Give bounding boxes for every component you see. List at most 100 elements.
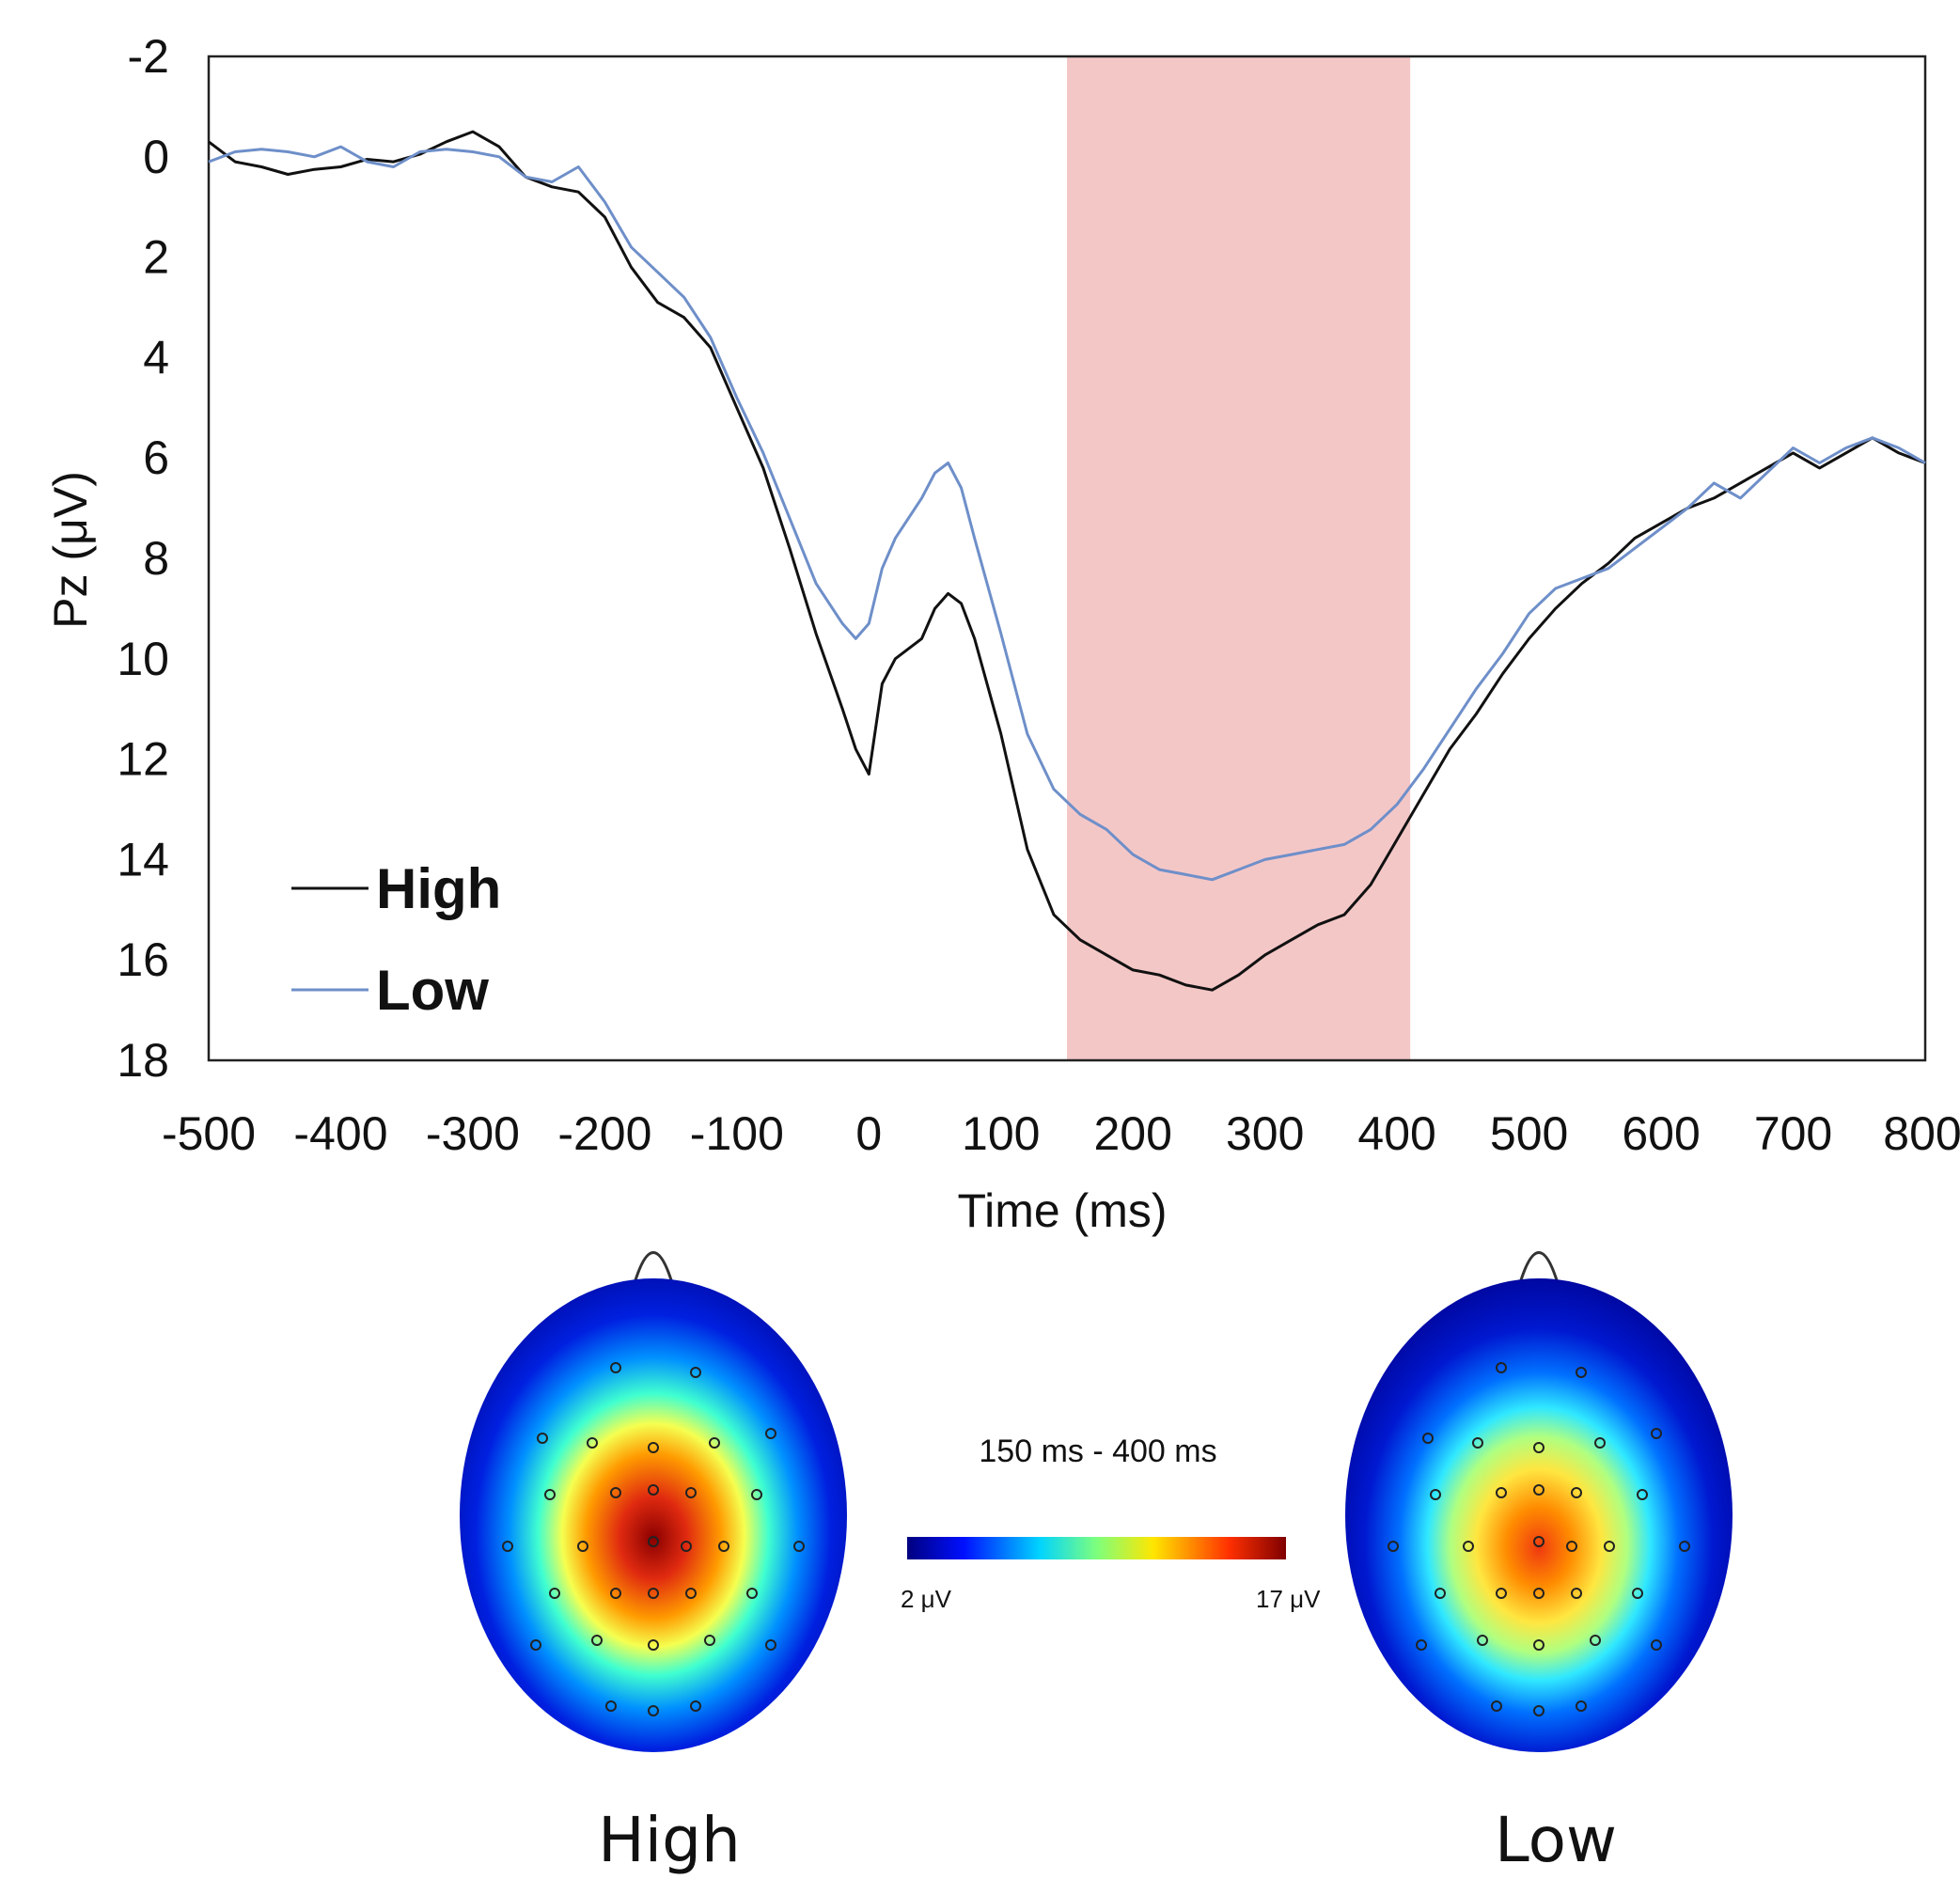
electrode-marker — [1604, 1541, 1615, 1552]
y-tick-label: 14 — [117, 833, 169, 885]
x-tick-label: -100 — [690, 1107, 784, 1160]
x-tick-label: -400 — [293, 1107, 387, 1160]
y-tick-labels: -2 0 2 4 6 8 10 12 14 16 18 — [117, 30, 169, 1087]
electrode-marker — [1632, 1588, 1643, 1599]
topomap-high — [460, 1251, 847, 1752]
topomap-label-high: High — [598, 1804, 741, 1876]
x-tick-label: 500 — [1490, 1107, 1568, 1160]
y-tick-label: 2 — [143, 231, 169, 284]
y-tick-label: 6 — [143, 431, 169, 484]
y-tick-label: 0 — [143, 131, 169, 183]
topomap-label-low: Low — [1495, 1804, 1617, 1876]
electrode-marker — [610, 1487, 621, 1498]
electrode-marker — [751, 1489, 762, 1500]
electrode-marker — [549, 1588, 560, 1599]
electrode-marker — [530, 1639, 541, 1651]
electrode-marker — [648, 1484, 659, 1496]
electrode-marker — [1496, 1487, 1507, 1498]
electrode-marker — [1533, 1484, 1544, 1496]
x-tick-label: 700 — [1754, 1107, 1832, 1160]
electrode-marker — [610, 1362, 621, 1373]
electrode-marker — [605, 1700, 617, 1712]
electrode-markers-low — [1388, 1362, 1690, 1716]
electrode-marker — [544, 1489, 556, 1500]
y-tick-label: -2 — [128, 30, 169, 83]
y-tick-label: 18 — [117, 1034, 169, 1087]
electrode-marker — [1590, 1635, 1601, 1646]
electrode-marker — [718, 1541, 729, 1552]
electrode-marker — [685, 1487, 697, 1498]
electrode-marker — [1416, 1639, 1427, 1651]
topomap-head-high — [460, 1278, 847, 1752]
electrode-marker — [1491, 1700, 1502, 1712]
electrode-marker — [746, 1588, 758, 1599]
electrode-marker — [1472, 1437, 1483, 1449]
x-tick-label: 0 — [855, 1107, 882, 1160]
electrode-marker — [1571, 1487, 1582, 1498]
electrode-marker — [1477, 1635, 1488, 1646]
electrode-marker — [1430, 1489, 1441, 1500]
nose-icon — [1518, 1251, 1560, 1284]
electrode-marker — [685, 1588, 697, 1599]
color-scale-max: 17 μV — [1256, 1585, 1321, 1613]
x-tick-label: 400 — [1357, 1107, 1435, 1160]
electrode-marker — [610, 1588, 621, 1599]
electrode-marker — [704, 1635, 715, 1646]
electrode-marker — [648, 1536, 659, 1547]
electrode-marker — [1388, 1541, 1399, 1552]
electrode-marker — [709, 1437, 720, 1449]
electrode-marker — [690, 1367, 701, 1378]
electrode-marker — [587, 1437, 598, 1449]
electrode-marker — [1533, 1536, 1544, 1547]
y-tick-label: 10 — [117, 633, 169, 685]
electrode-marker — [1533, 1588, 1544, 1599]
y-tick-label: 12 — [117, 733, 169, 786]
plot-frame — [207, 55, 1927, 1062]
nose-icon — [633, 1251, 674, 1284]
legend-label-low: Low — [376, 959, 489, 1022]
electrode-marker — [1533, 1705, 1544, 1716]
electrode-marker — [765, 1639, 776, 1651]
electrode-marker — [1637, 1489, 1648, 1500]
electrode-marker — [690, 1700, 701, 1712]
electrode-marker — [537, 1433, 548, 1444]
electrode-marker — [1435, 1588, 1446, 1599]
y-tick-label: 4 — [143, 331, 169, 384]
legend: High Low — [291, 857, 501, 1022]
x-tick-label: 100 — [962, 1107, 1040, 1160]
electrode-marker — [648, 1705, 659, 1716]
topomap-head-low — [1345, 1278, 1733, 1752]
electrode-marker — [1533, 1639, 1544, 1651]
highlight-window — [1067, 56, 1411, 1060]
y-axis-title: Pz (μV) — [44, 471, 97, 629]
electrode-marker — [793, 1541, 805, 1552]
x-axis-title: Time (ms) — [957, 1184, 1167, 1237]
electrode-marker — [765, 1428, 776, 1439]
x-tick-label: -500 — [162, 1107, 256, 1160]
series-line-high — [208, 130, 1926, 992]
x-tick-label: 300 — [1226, 1107, 1304, 1160]
y-tick-label: 8 — [143, 532, 169, 585]
electrode-markers-high — [502, 1362, 805, 1716]
color-scale-min: 2 μV — [901, 1585, 952, 1613]
time-window-label: 150 ms - 400 ms — [979, 1434, 1216, 1469]
series-line-low — [208, 145, 1926, 882]
electrode-marker — [1594, 1437, 1606, 1449]
electrode-marker — [1679, 1541, 1690, 1552]
electrode-marker — [1496, 1588, 1507, 1599]
electrode-marker — [1651, 1639, 1662, 1651]
series-lines — [208, 130, 1926, 992]
electrode-marker — [1422, 1433, 1434, 1444]
electrode-marker — [1571, 1588, 1582, 1599]
x-tick-label: 800 — [1883, 1107, 1960, 1160]
electrode-marker — [1463, 1541, 1474, 1552]
electrode-marker — [1496, 1362, 1507, 1373]
electrode-marker — [591, 1635, 603, 1646]
electrode-marker — [648, 1639, 659, 1651]
x-tick-label: 600 — [1622, 1107, 1700, 1160]
x-tick-labels: -500 -400 -300 -200 -100 0 100 200 300 400 500 600 7… — [162, 1107, 1960, 1160]
electrode-marker — [1566, 1541, 1577, 1552]
x-tick-label: -200 — [557, 1107, 651, 1160]
x-tick-label: -300 — [426, 1107, 520, 1160]
